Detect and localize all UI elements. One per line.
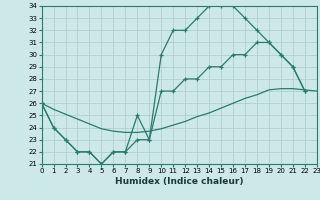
X-axis label: Humidex (Indice chaleur): Humidex (Indice chaleur) (115, 177, 244, 186)
